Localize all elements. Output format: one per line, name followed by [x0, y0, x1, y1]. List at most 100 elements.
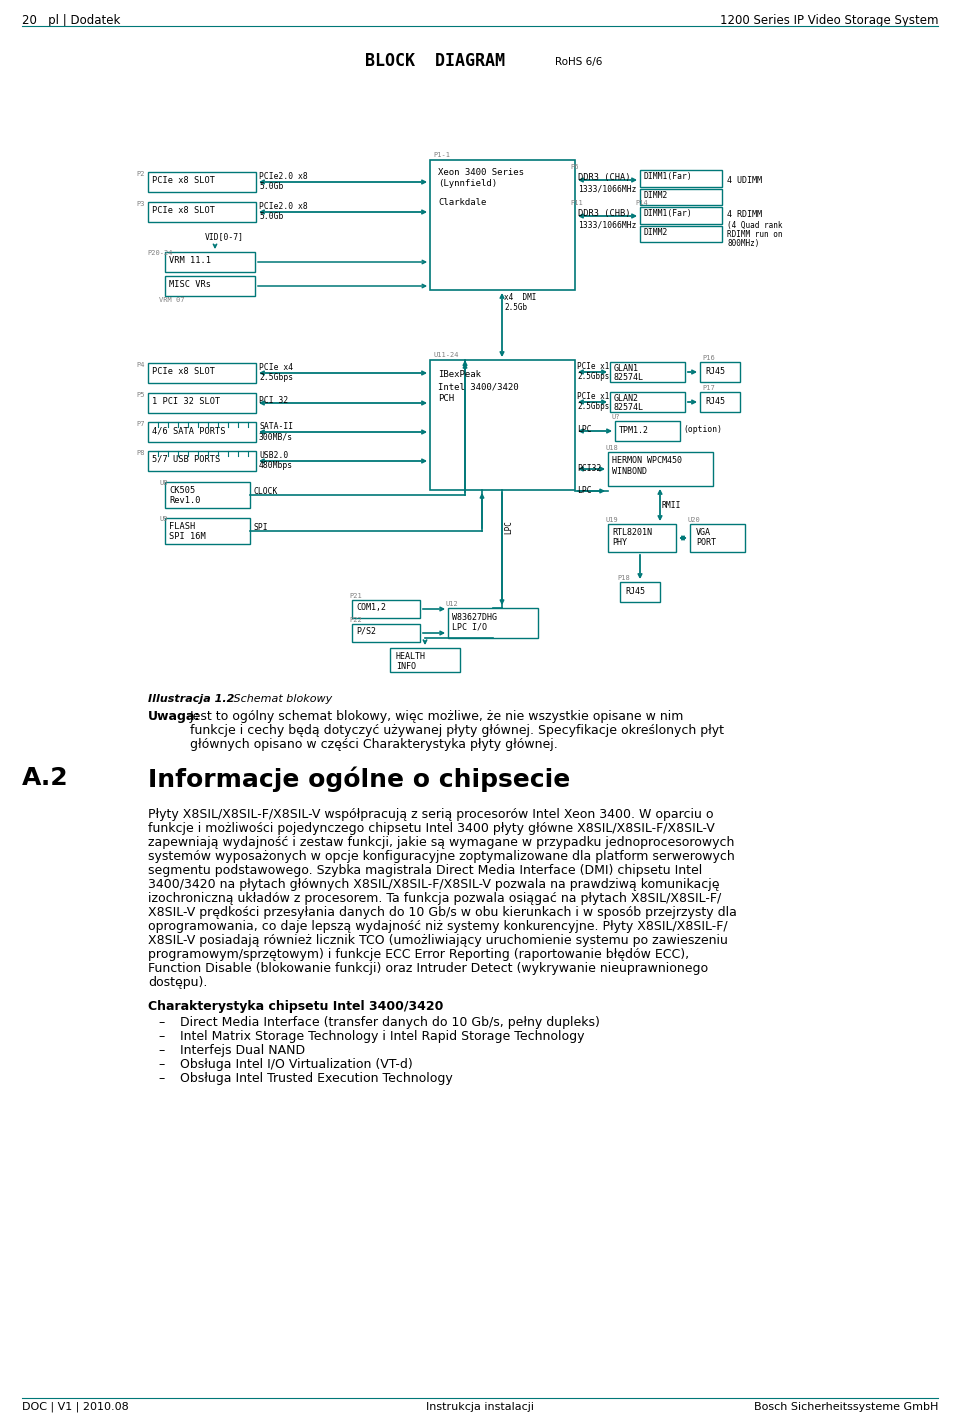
Text: 82574L: 82574L — [614, 403, 644, 412]
Text: Płyty X8SIL/X8SIL-F/X8SIL-V współpracują z serią procesorów Intel Xeon 3400. W o: Płyty X8SIL/X8SIL-F/X8SIL-V współpracują… — [148, 808, 713, 821]
Text: –: – — [158, 1058, 164, 1071]
Text: HEALTH: HEALTH — [396, 652, 426, 660]
Text: MISC VRs: MISC VRs — [169, 280, 211, 290]
Bar — [165, 481, 250, 508]
Text: A.2: A.2 — [22, 765, 68, 790]
Bar — [700, 392, 740, 412]
Text: U19: U19 — [605, 517, 617, 523]
Text: X8SIL-V prędkości przesyłania danych do 10 Gb/s w obu kierunkach i w sposób prze: X8SIL-V prędkości przesyłania danych do … — [148, 906, 737, 919]
Text: PCIe x4: PCIe x4 — [259, 364, 293, 372]
Bar — [148, 393, 256, 413]
Text: TPM1.2: TPM1.2 — [619, 426, 649, 435]
Text: RJ45: RJ45 — [705, 398, 725, 406]
Text: DOC | V1 | 2010.08: DOC | V1 | 2010.08 — [22, 1402, 129, 1413]
Text: izochroniczną układów z procesorem. Ta funkcja pozwala osiągać na płytach X8SIL/: izochroniczną układów z procesorem. Ta f… — [148, 892, 721, 905]
Bar — [390, 648, 460, 672]
Text: dostępu).: dostępu). — [148, 976, 207, 988]
Text: 5/7 USB PORTS: 5/7 USB PORTS — [152, 454, 220, 464]
Text: Obsługa Intel Trusted Execution Technology: Obsługa Intel Trusted Execution Technolo… — [180, 1072, 453, 1085]
Text: P6: P6 — [570, 163, 579, 170]
Text: głównych opisano w części Charakterystyka płyty głównej.: głównych opisano w części Charakterystyk… — [190, 738, 558, 751]
Text: 300MB/s: 300MB/s — [259, 432, 293, 442]
Text: U12: U12 — [445, 601, 458, 606]
Text: VID[0-7]: VID[0-7] — [205, 231, 244, 241]
Bar — [352, 601, 420, 618]
Text: USB2.0: USB2.0 — [259, 452, 288, 460]
Text: DIMM1(Far): DIMM1(Far) — [643, 172, 692, 180]
Text: (option): (option) — [683, 425, 722, 435]
Text: PCI32: PCI32 — [577, 464, 601, 473]
Text: P17: P17 — [702, 385, 715, 391]
Bar — [148, 422, 256, 442]
Text: 2.5Gbps: 2.5Gbps — [259, 373, 293, 382]
Text: 1 PCI 32 SLOT: 1 PCI 32 SLOT — [152, 398, 220, 406]
Text: –: – — [158, 1015, 164, 1030]
Text: RTL8201N: RTL8201N — [612, 528, 652, 537]
Text: funkcje i możliwości pojedynczego chipsetu Intel 3400 płyty główne X8SIL/X8SIL-F: funkcje i możliwości pojedynczego chipse… — [148, 822, 715, 835]
Text: DIMM1(Far): DIMM1(Far) — [643, 209, 692, 219]
Text: PCIe x1: PCIe x1 — [577, 392, 610, 400]
Text: (Lynnfield): (Lynnfield) — [438, 179, 497, 187]
Text: 1200 Series IP Video Storage System: 1200 Series IP Video Storage System — [719, 14, 938, 27]
Text: 3400/3420 na płytach głównych X8SIL/X8SIL-F/X8SIL-V pozwala na prawdziwą komunik: 3400/3420 na płytach głównych X8SIL/X8SI… — [148, 878, 719, 890]
Text: 5.0Gb: 5.0Gb — [259, 182, 283, 192]
Text: U8: U8 — [159, 480, 167, 486]
Text: SATA-II: SATA-II — [259, 422, 293, 432]
Bar — [430, 160, 575, 290]
Text: 1333/1066MHz: 1333/1066MHz — [578, 185, 636, 193]
Text: U?: U? — [612, 415, 620, 420]
Text: GLAN2: GLAN2 — [614, 393, 639, 403]
Text: WINBOND: WINBOND — [612, 467, 647, 476]
Text: 2.5Gbps: 2.5Gbps — [577, 402, 610, 410]
Text: VRM 11.1: VRM 11.1 — [169, 256, 211, 266]
Bar — [148, 202, 256, 222]
Text: DIMM2: DIMM2 — [643, 192, 667, 200]
Text: P1-1: P1-1 — [433, 152, 450, 158]
Text: P/S2: P/S2 — [356, 628, 376, 636]
Text: X8SIL-V posiadają również licznik TCO (umożliwiający uruchomienie systemu po zaw: X8SIL-V posiadają również licznik TCO (u… — [148, 934, 728, 947]
Text: P4: P4 — [136, 362, 145, 368]
Text: PCIe x8 SLOT: PCIe x8 SLOT — [152, 366, 215, 376]
Text: LPC: LPC — [504, 520, 513, 534]
Text: 4 RDIMM: 4 RDIMM — [727, 210, 762, 219]
Text: oprogramowania, co daje lepszą wydajność niż systemy konkurencyjne. Płyty X8SIL/: oprogramowania, co daje lepszą wydajność… — [148, 920, 728, 933]
Bar — [640, 226, 722, 241]
Text: Jest to ogólny schemat blokowy, więc możliwe, że nie wszystkie opisane w nim: Jest to ogólny schemat blokowy, więc moż… — [190, 710, 684, 723]
Text: CK505: CK505 — [169, 486, 195, 496]
Text: P11: P11 — [570, 200, 583, 206]
Text: –: – — [158, 1030, 164, 1044]
Text: HERMON WPCM450: HERMON WPCM450 — [612, 456, 682, 464]
Text: Charakterystyka chipsetu Intel 3400/3420: Charakterystyka chipsetu Intel 3400/3420 — [148, 1000, 444, 1012]
Bar — [615, 420, 680, 442]
Text: 800MHz): 800MHz) — [727, 239, 759, 248]
Text: P14: P14 — [635, 200, 648, 206]
Text: W83627DHG: W83627DHG — [452, 613, 497, 622]
Text: P16: P16 — [702, 355, 715, 361]
Text: P21: P21 — [349, 594, 362, 599]
Bar — [640, 207, 722, 224]
Text: Direct Media Interface (transfer danych do 10 Gb/s, pełny dupleks): Direct Media Interface (transfer danych … — [180, 1015, 600, 1030]
Text: U18: U18 — [605, 444, 617, 452]
Bar — [148, 172, 256, 192]
Bar — [610, 392, 685, 412]
Bar — [608, 452, 713, 486]
Text: DDR3 (CHA): DDR3 (CHA) — [578, 173, 631, 182]
Bar — [700, 362, 740, 382]
Text: funkcje i cechy będą dotyczyć używanej płyty głównej. Specyfikacje określonych p: funkcje i cechy będą dotyczyć używanej p… — [190, 724, 724, 737]
Bar — [640, 170, 722, 187]
Text: LPC I/O: LPC I/O — [452, 623, 487, 632]
Text: Intel 3400/3420: Intel 3400/3420 — [438, 382, 518, 390]
Text: P5: P5 — [136, 392, 145, 398]
Text: INFO: INFO — [396, 662, 416, 672]
Text: 1333/1066MHz: 1333/1066MHz — [578, 220, 636, 229]
Bar — [165, 518, 250, 544]
Text: Obsługa Intel I/O Virtualization (VT-d): Obsługa Intel I/O Virtualization (VT-d) — [180, 1058, 413, 1071]
Text: COM1,2: COM1,2 — [356, 604, 386, 612]
Text: CLOCK: CLOCK — [253, 487, 277, 496]
Text: Schemat blokowy: Schemat blokowy — [223, 694, 332, 704]
Bar — [608, 524, 676, 552]
Text: programowym/sprzętowym) i funkcje ECC Error Reporting (raportowanie błędów ECC),: programowym/sprzętowym) i funkcje ECC Er… — [148, 949, 689, 961]
Bar — [620, 582, 660, 602]
Text: –: – — [158, 1072, 164, 1085]
Text: Xeon 3400 Series: Xeon 3400 Series — [438, 168, 524, 178]
